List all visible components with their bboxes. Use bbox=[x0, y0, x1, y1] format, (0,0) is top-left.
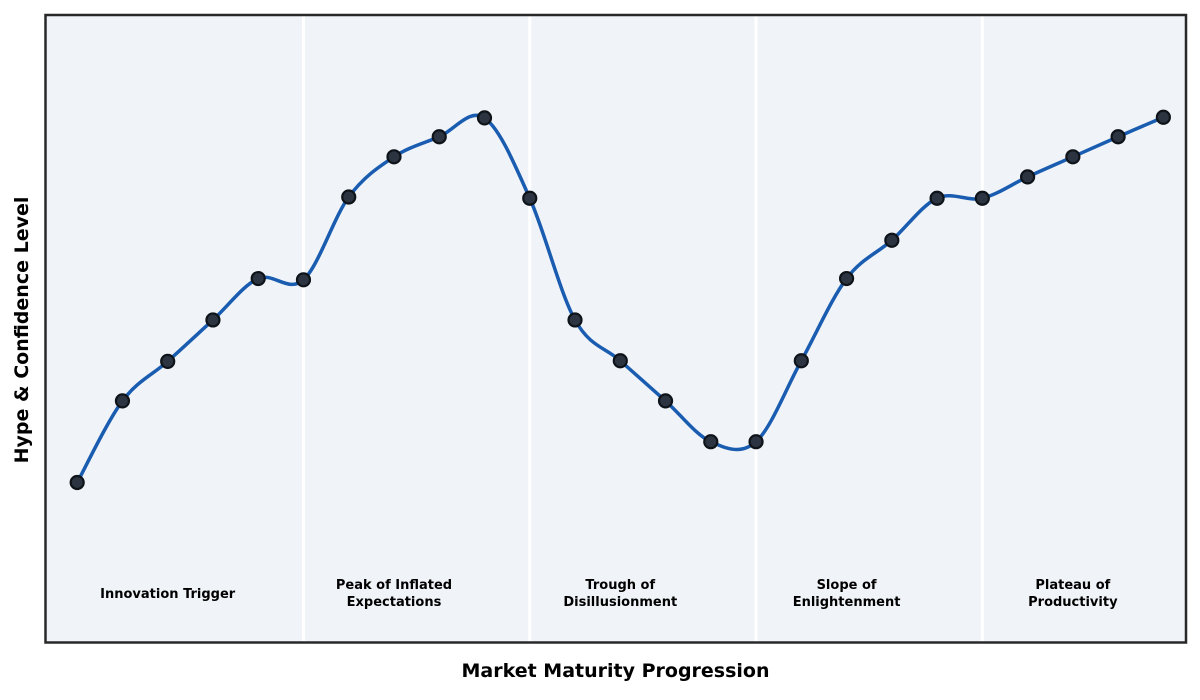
data-point-marker bbox=[1019, 169, 1036, 185]
phase-label-slope-of-enlightenment: Slope of Enlightenment bbox=[792, 578, 901, 610]
phase-label-peak-of-inflated-expectations: Peak of Inflated Expectations bbox=[335, 578, 453, 610]
data-point-marker bbox=[974, 190, 990, 206]
phase-label-plateau-of-productivity: Plateau of Productivity bbox=[1028, 578, 1118, 610]
data-point-marker bbox=[567, 312, 583, 328]
data-point-marker bbox=[476, 110, 493, 126]
y-axis-label: Hype & Confidence Level bbox=[11, 196, 33, 464]
data-point-marker bbox=[205, 312, 221, 328]
data-point-marker bbox=[929, 190, 945, 206]
phase-label-trough-of-disillusionment: Trough of Disillusionment bbox=[563, 578, 678, 610]
data-point-marker bbox=[386, 149, 402, 165]
plot-area bbox=[45, 15, 1186, 643]
data-point-marker bbox=[114, 393, 131, 409]
data-point-marker bbox=[1110, 129, 1126, 145]
data-point-marker bbox=[657, 393, 674, 409]
data-point-marker bbox=[522, 190, 538, 206]
data-point-marker bbox=[748, 434, 764, 450]
phase-label-innovation-trigger: Innovation Trigger bbox=[100, 586, 236, 602]
data-point-marker bbox=[703, 434, 719, 450]
x-axis-label: Market Maturity Progression bbox=[461, 660, 770, 682]
data-point-marker bbox=[431, 129, 447, 145]
data-point-marker bbox=[1065, 149, 1081, 165]
data-point-marker bbox=[1155, 109, 1171, 125]
data-point-marker bbox=[295, 272, 312, 288]
data-point-marker bbox=[612, 353, 628, 369]
data-point-marker bbox=[884, 232, 900, 248]
data-point-marker bbox=[250, 270, 266, 287]
data-point-marker bbox=[160, 353, 176, 369]
data-point-marker bbox=[341, 189, 357, 205]
data-point-marker bbox=[69, 474, 85, 491]
data-point-marker bbox=[838, 270, 855, 287]
plot-border bbox=[44, 13, 1188, 644]
data-point-marker bbox=[793, 353, 809, 369]
